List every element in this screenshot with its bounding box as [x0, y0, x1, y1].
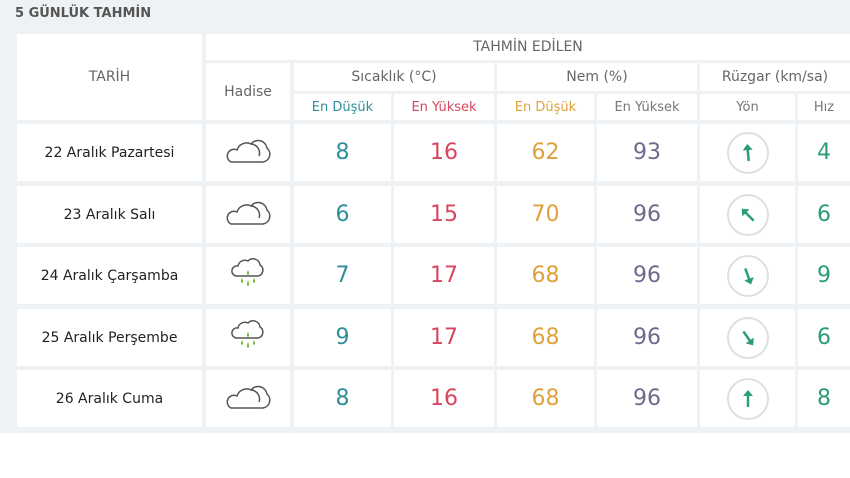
- header-sicaklik: Sıcaklık (°C): [294, 63, 494, 91]
- rain-cloud-icon: [228, 318, 268, 358]
- wind-speed-cell: 6: [798, 309, 850, 366]
- nem-low-cell: 68: [497, 370, 594, 427]
- temp-low-cell: 9: [294, 309, 391, 366]
- date-cell: 25 Aralık Perşembe: [17, 309, 202, 366]
- header-nem-low: En Düşük: [497, 94, 594, 120]
- header-yon: Yön: [700, 94, 795, 120]
- wind-speed-cell: 9: [798, 247, 850, 304]
- weather-cell: [206, 186, 290, 243]
- header-tarih: TARİH: [17, 34, 202, 120]
- wind-speed-cell: 4: [798, 124, 850, 181]
- nem-high-cell: 93: [597, 124, 697, 181]
- rain-cloud-icon: [228, 256, 268, 296]
- wind-dir-cell: [700, 370, 795, 427]
- header-temp-low: En Düşük: [294, 94, 391, 120]
- nem-low-cell: 68: [497, 309, 594, 366]
- temp-high-cell: 16: [394, 124, 494, 181]
- date-cell: 22 Aralık Pazartesi: [17, 124, 202, 181]
- header-tahmin: TAHMİN EDİLEN: [206, 34, 850, 60]
- wind-arrow-icon: [741, 208, 755, 222]
- cloud-icon: [223, 136, 273, 170]
- cloud-icon: [223, 198, 273, 232]
- cloud-icon: [223, 382, 273, 416]
- wind-speed-cell: 8: [798, 370, 850, 427]
- weather-cell: [206, 370, 290, 427]
- header-temp-high: En Yüksek: [394, 94, 494, 120]
- nem-low-cell: 70: [497, 186, 594, 243]
- date-cell: 24 Aralık Çarşamba: [17, 247, 202, 304]
- temp-high-cell: 15: [394, 186, 494, 243]
- section-title: 5 GÜNLÜK TAHMİN: [15, 6, 152, 21]
- wind-dir-cell: [700, 247, 795, 304]
- nem-high-cell: 96: [597, 370, 697, 427]
- nem-low-cell: 62: [497, 124, 594, 181]
- nem-high-cell: 96: [597, 247, 697, 304]
- wind-speed-cell: 6: [798, 186, 850, 243]
- temp-low-cell: 8: [294, 124, 391, 181]
- nem-high-cell: 96: [597, 186, 697, 243]
- nem-high-cell: 96: [597, 309, 697, 366]
- header-nem: Nem (%): [497, 63, 697, 91]
- temp-low-cell: 8: [294, 370, 391, 427]
- wind-dir-cell: [700, 124, 795, 181]
- wind-dir-cell: [700, 309, 795, 366]
- temp-high-cell: 17: [394, 247, 494, 304]
- temp-low-cell: 7: [294, 247, 391, 304]
- header-hadise: Hadise: [206, 63, 290, 120]
- header-hiz: Hız: [798, 94, 850, 120]
- weather-cell: [206, 309, 290, 366]
- date-cell: 23 Aralık Salı: [17, 186, 202, 243]
- weather-cell: [206, 124, 290, 181]
- wind-arrow-icon: [743, 267, 754, 284]
- date-cell: 26 Aralık Cuma: [17, 370, 202, 427]
- weather-cell: [206, 247, 290, 304]
- header-ruzgar: Rüzgar (km/sa): [700, 63, 850, 91]
- temp-high-cell: 16: [394, 370, 494, 427]
- wind-dir-cell: [700, 186, 795, 243]
- wind-arrow-icon: [742, 389, 753, 407]
- header-nem-high: En Yüksek: [597, 94, 697, 120]
- wind-arrow-icon: [742, 143, 753, 161]
- wind-arrow-icon: [741, 330, 754, 345]
- temp-high-cell: 17: [394, 309, 494, 366]
- nem-low-cell: 68: [497, 247, 594, 304]
- temp-low-cell: 6: [294, 186, 391, 243]
